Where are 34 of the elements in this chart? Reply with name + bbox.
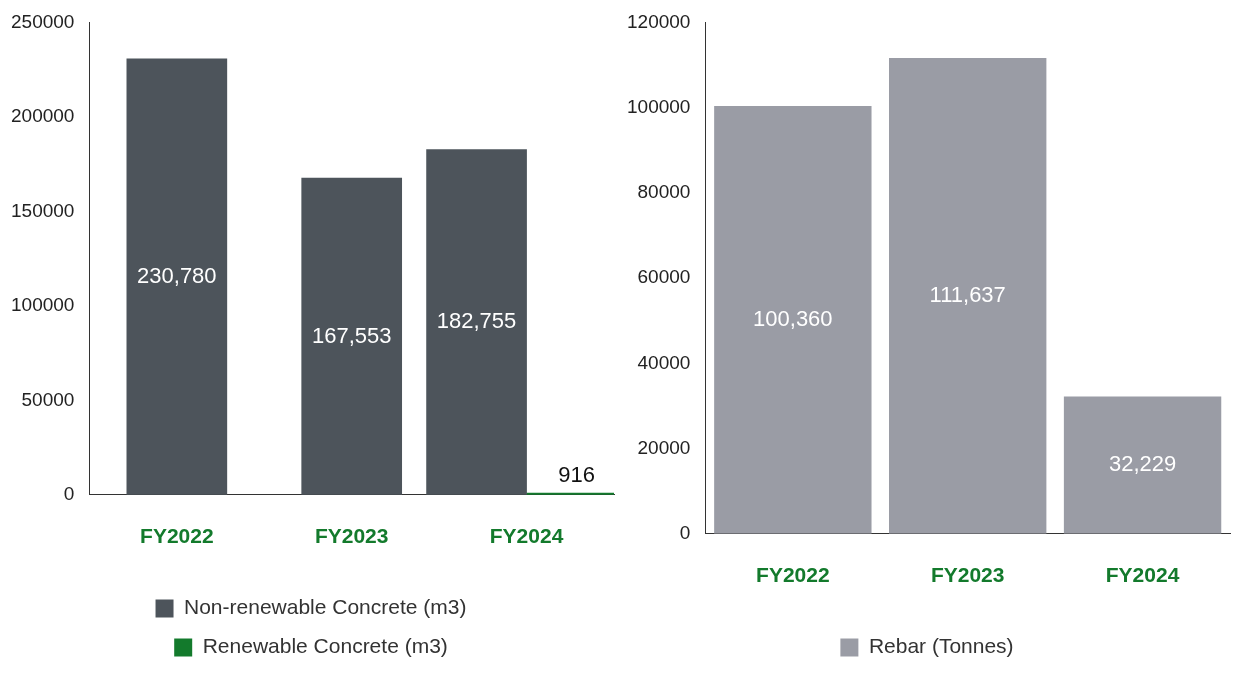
bar xyxy=(1063,396,1222,534)
y-tick-label: 20000 xyxy=(637,436,691,458)
y-tick-label: 100000 xyxy=(627,95,691,117)
legend-label: Rebar (Tonnes) xyxy=(868,634,1014,658)
y-tick-label: 80000 xyxy=(637,181,691,203)
bar xyxy=(426,149,527,495)
x-tick-label: FY2022 xyxy=(756,563,830,587)
data-label: 167,553 xyxy=(311,322,392,348)
x-tick-label: FY2024 xyxy=(1105,563,1180,587)
bar xyxy=(889,58,1047,534)
data-label: 182,755 xyxy=(436,308,517,334)
y-tick-label: 40000 xyxy=(637,351,691,373)
y-tick-label: 100000 xyxy=(11,294,75,316)
x-tick-label: FY2023 xyxy=(314,524,389,548)
legend-label: Renewable Concrete (m3) xyxy=(202,634,448,658)
bar xyxy=(126,58,228,495)
y-tick-label: 120000 xyxy=(627,10,691,32)
y-tick-label: 200000 xyxy=(11,105,75,127)
data-label: 916 xyxy=(558,462,595,488)
y-tick-label: 150000 xyxy=(11,199,75,221)
data-label: 230,780 xyxy=(137,262,217,288)
x-tick-label: FY2022 xyxy=(140,524,214,548)
y-tick-label: 50000 xyxy=(21,388,75,410)
y-tick-label: 0 xyxy=(679,522,691,544)
data-label: 32,229 xyxy=(1108,451,1177,477)
x-tick-label: FY2023 xyxy=(930,563,1005,587)
x-tick-label: FY2024 xyxy=(489,524,564,548)
legend-label: Non-renewable Concrete (m3) xyxy=(184,595,467,619)
y-tick-label: 60000 xyxy=(637,266,691,288)
y-tick-label: 250000 xyxy=(11,10,75,32)
y-tick-label: 0 xyxy=(63,483,75,505)
bar xyxy=(714,106,872,534)
data-label: 111,637 xyxy=(929,281,1006,307)
data-label: 100,360 xyxy=(753,306,833,332)
